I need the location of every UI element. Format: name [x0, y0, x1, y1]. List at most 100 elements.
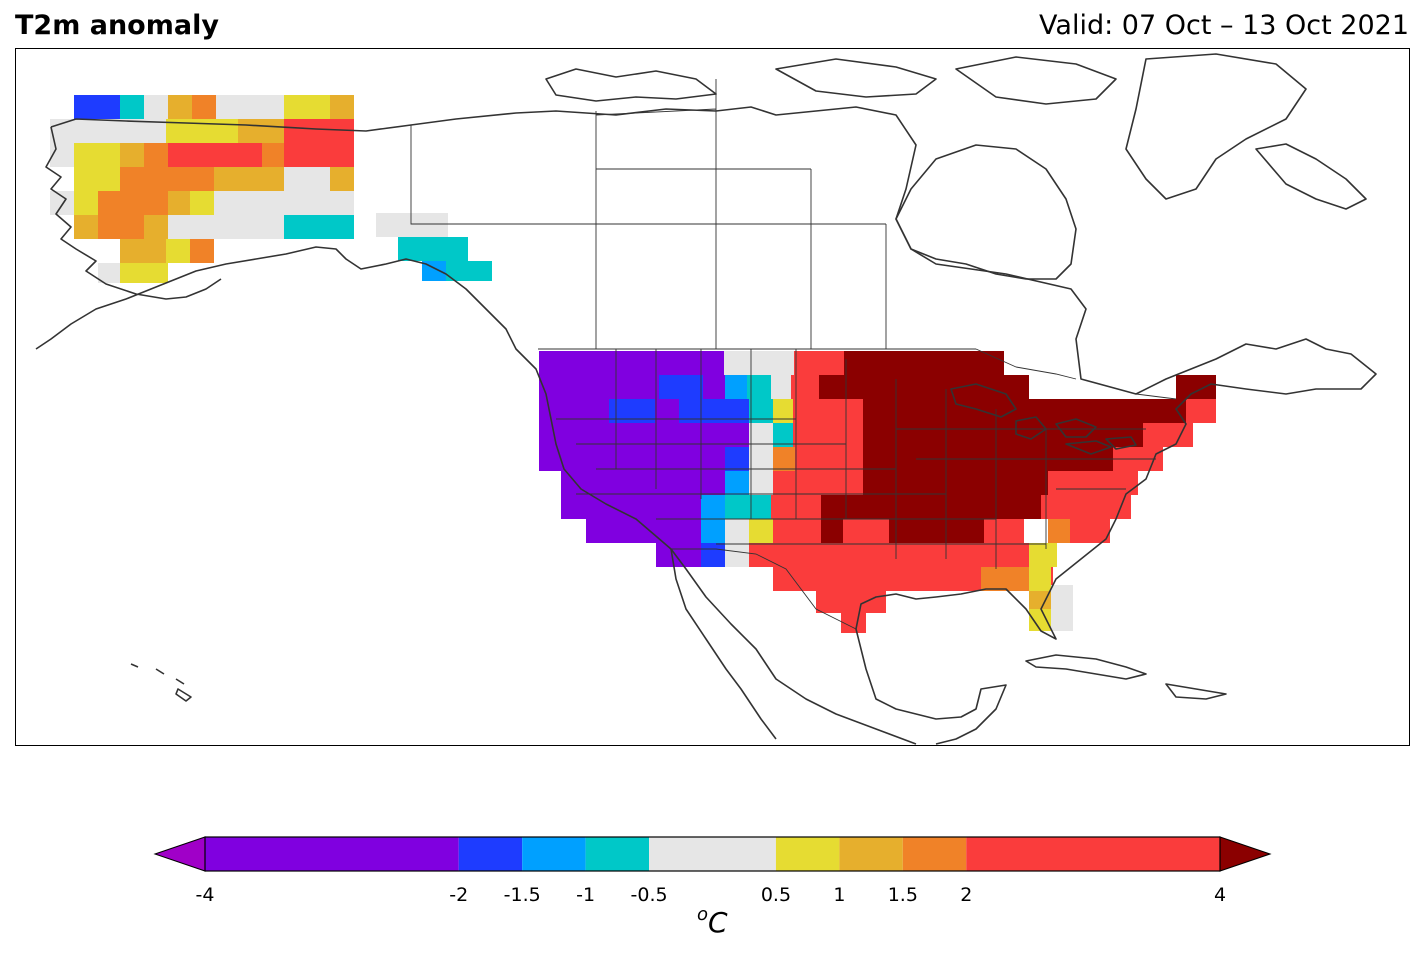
- anomaly-cell: [120, 119, 166, 143]
- colorbar-bin: [775, 837, 840, 871]
- hawaii: [130, 663, 192, 702]
- anomaly-cell: [166, 239, 190, 263]
- anomaly-cell: [701, 495, 725, 519]
- anomaly-cell: [190, 191, 214, 215]
- anomaly-cell: [773, 447, 795, 471]
- anomaly-cell: [98, 215, 144, 239]
- anomaly-cell: [539, 447, 725, 471]
- colorbar-bin: [522, 837, 586, 871]
- anomaly-cell: [749, 519, 773, 543]
- anomaly-cell: [1029, 609, 1051, 631]
- alaska-border: [410, 125, 426, 225]
- borders: [410, 79, 1177, 630]
- anomaly-cell: [74, 95, 120, 119]
- hudson-bay: [895, 144, 1077, 280]
- colorbar-tick-label: -4: [196, 884, 215, 906]
- map-panel: [15, 48, 1410, 746]
- anomaly-cell: [889, 519, 984, 543]
- anomaly-cell: [1048, 519, 1070, 543]
- anomaly-cell: [262, 143, 284, 167]
- colorbar-tick-label: 1.5: [888, 884, 918, 906]
- anomaly-cell: [74, 215, 98, 239]
- anomaly-cell: [841, 613, 866, 633]
- anomaly-cell: [725, 375, 747, 399]
- anomaly-cell: [330, 167, 354, 191]
- colorbar-bin: [585, 837, 650, 871]
- anomaly-cell: [863, 399, 1076, 423]
- colorbar-bin: [902, 837, 967, 871]
- anomaly-cell: [771, 375, 791, 399]
- anomaly-cell: [284, 95, 330, 119]
- colorbar-bin: [458, 837, 523, 871]
- colorbar-bin: [205, 837, 459, 871]
- anomaly-cell: [168, 143, 262, 167]
- anomaly-cell: [561, 495, 701, 519]
- anomaly-cell: [801, 495, 821, 519]
- anomaly-cell: [725, 543, 749, 567]
- anomaly-cell: [1051, 585, 1073, 631]
- anomaly-grid: [50, 95, 1216, 633]
- anomaly-cell: [50, 143, 74, 167]
- anomaly-cell: [74, 143, 120, 167]
- anomaly-cell: [701, 543, 725, 567]
- mexico-border: [671, 548, 857, 630]
- anomaly-cell: [74, 191, 98, 215]
- anomaly-cell: [679, 399, 701, 423]
- colorbar-tick-label: -0.5: [631, 884, 668, 906]
- anomaly-cell: [703, 375, 725, 399]
- anomaly-cell: [773, 399, 793, 423]
- anomaly-cell: [1070, 519, 1110, 543]
- anomaly-cell: [1029, 591, 1051, 613]
- colorbar-bin: [966, 837, 1220, 871]
- colorbar-bin: [839, 837, 903, 871]
- anomaly-cell: [284, 167, 330, 191]
- anomaly-cell: [1186, 399, 1216, 423]
- anomaly-cell: [586, 519, 701, 543]
- anomaly-cell: [749, 543, 1029, 567]
- anomaly-cell: [793, 423, 863, 447]
- valid-period: Valid: 07 Oct – 13 Oct 2021: [1039, 10, 1409, 41]
- anomaly-cell: [284, 215, 354, 239]
- anomaly-cell: [238, 119, 284, 143]
- colorbar-tick-label: 2: [960, 884, 972, 906]
- colorbar-over-triangle: [1219, 836, 1272, 872]
- anomaly-cell: [214, 167, 284, 191]
- anomaly-cell: [1041, 495, 1131, 519]
- anomaly-cell: [74, 167, 120, 191]
- map-canvas: [35, 53, 1377, 745]
- anomaly-cell: [1048, 471, 1138, 495]
- colorbar-bins: [205, 837, 1220, 871]
- anomaly-cell: [120, 263, 168, 283]
- anomaly-cell: [98, 263, 120, 283]
- great-lakes: [950, 383, 1137, 455]
- anomaly-cell: [376, 213, 448, 237]
- anomaly-cell: [1029, 543, 1057, 567]
- colorbar-tick-label: 4: [1214, 884, 1226, 906]
- anomaly-cell: [656, 543, 701, 567]
- coastline-alaska: [45, 126, 222, 300]
- anomaly-cell: [749, 423, 773, 447]
- anomaly-cell: [1029, 567, 1051, 591]
- coastline-west: [35, 246, 917, 745]
- anomaly-cell: [168, 95, 192, 119]
- anomaly-cell: [284, 143, 354, 167]
- anomaly-cell: [725, 471, 749, 495]
- anomaly-cell: [168, 191, 190, 215]
- anomaly-cell: [773, 519, 821, 543]
- anomaly-cell: [120, 239, 166, 263]
- colorbar-tick-label: -1: [576, 884, 595, 906]
- colorbar-bin: [649, 837, 776, 871]
- anomaly-cell: [795, 447, 863, 471]
- anomaly-cell: [168, 215, 284, 239]
- anomaly-cell: [725, 495, 771, 519]
- colorbar-tick-label: -2: [449, 884, 468, 906]
- colorbar-tick-label: -1.5: [504, 884, 541, 906]
- anomaly-cell: [422, 261, 446, 281]
- anomaly-cell: [120, 167, 214, 191]
- anomaly-cell: [984, 519, 1024, 543]
- anomaly-cell: [659, 375, 703, 399]
- anomaly-cell: [773, 471, 863, 495]
- colorbar-ticks: -4 -2 -1.5 -1 -0.5 0.5 1 1.5 2 4: [196, 884, 1227, 906]
- colorbar-outline: [204, 836, 1221, 872]
- state-borders: [556, 349, 1156, 569]
